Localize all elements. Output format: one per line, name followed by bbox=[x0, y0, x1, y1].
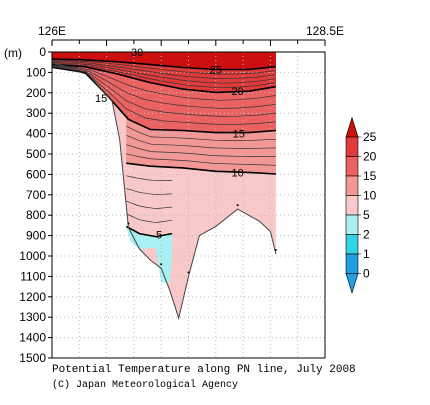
y-tick-label: 300 bbox=[26, 106, 46, 120]
isotherm-minor bbox=[52, 62, 276, 84]
colorbar-segment bbox=[345, 234, 359, 255]
y-tick-label: 100 bbox=[26, 65, 46, 79]
isotherm-minor bbox=[52, 64, 276, 101]
colorbar-label: 15 bbox=[363, 169, 377, 183]
station-dot bbox=[83, 65, 86, 68]
isotherm-minor bbox=[52, 65, 276, 109]
colorbar-extend-bottom bbox=[345, 273, 359, 295]
colorbar-segment bbox=[345, 214, 359, 235]
y-tick-label: 1200 bbox=[19, 290, 46, 304]
sea-floor bbox=[51, 62, 277, 321]
isotherm-20 bbox=[52, 63, 277, 94]
colorbar-label: 0 bbox=[363, 267, 370, 281]
isotherm-minor bbox=[52, 60, 276, 79]
y-tick-label: 700 bbox=[26, 188, 46, 202]
isotherm-10 bbox=[126, 162, 276, 175]
contour-label: 25 bbox=[210, 64, 222, 76]
station-dot bbox=[187, 271, 190, 274]
isotherm-minor bbox=[126, 135, 276, 149]
y-tick-label: 400 bbox=[26, 127, 46, 141]
isotherm-minor bbox=[52, 63, 276, 89]
contour-label: 20 bbox=[232, 86, 244, 98]
isotherm-minor bbox=[126, 153, 276, 166]
colorbar-segment bbox=[345, 175, 359, 196]
colorbar-label: 25 bbox=[363, 130, 377, 144]
temperature-field bbox=[52, 52, 276, 319]
isotherm-minor bbox=[126, 175, 173, 181]
chart-credit: (C) Japan Meteorological Agency bbox=[52, 379, 238, 391]
isotherm-minor bbox=[126, 125, 276, 141]
isotherm-minor bbox=[52, 65, 276, 117]
isotherm-minor bbox=[126, 200, 173, 209]
contour-label: 5 bbox=[156, 230, 162, 242]
y-axis-unit: (m) bbox=[4, 46, 22, 60]
colorbar-segment bbox=[345, 195, 359, 216]
isotherm-5 bbox=[125, 225, 173, 238]
y-tick-label: 600 bbox=[26, 167, 46, 181]
y-axis: 0 100 200 300 400 500 600 700 800 900 1000 1100 1200… bbox=[19, 45, 52, 365]
isotherm-minor bbox=[126, 144, 276, 157]
station-dot bbox=[236, 204, 239, 207]
y-tick-label: 800 bbox=[26, 208, 46, 222]
colorbar-segment bbox=[345, 136, 359, 157]
y-tick-label: 0 bbox=[39, 45, 46, 59]
band-above-25 bbox=[52, 52, 276, 70]
colorbar-extend-top bbox=[345, 116, 359, 138]
contour-label: 30 bbox=[131, 47, 143, 59]
station-dot bbox=[127, 222, 130, 225]
y-tick-label: 1300 bbox=[19, 310, 46, 324]
colorbar-label: 5 bbox=[363, 208, 370, 222]
isotherm-minor bbox=[126, 213, 173, 223]
station-dot bbox=[160, 263, 163, 266]
colorbar-label: 20 bbox=[363, 150, 377, 164]
isotherm-minor bbox=[52, 59, 276, 75]
x-tick-label-start: 126E bbox=[38, 24, 66, 38]
bottom-profile bbox=[51, 62, 277, 321]
contour-label: 15 bbox=[233, 129, 245, 141]
y-tick-label: 200 bbox=[26, 86, 46, 100]
band-2-5 bbox=[126, 226, 173, 283]
colorbar-segment bbox=[345, 253, 359, 274]
y-tick-label: 1500 bbox=[19, 351, 46, 365]
top-axis-ticks bbox=[51, 40, 326, 46]
contour-label: 15 bbox=[95, 93, 107, 105]
y-tick-label: 900 bbox=[26, 229, 46, 243]
colorbar-label: 1 bbox=[363, 247, 370, 261]
colorbar-label: 2 bbox=[363, 228, 370, 242]
isotherm-15 bbox=[52, 66, 276, 134]
chart-title: Potential Temperature along PN line, Jul… bbox=[52, 364, 356, 376]
plot-frame bbox=[51, 51, 326, 359]
contour-labels: 30 25 20 15 15 10 5 bbox=[95, 47, 245, 242]
colorbar-segment bbox=[345, 156, 359, 177]
colorbar-label: 10 bbox=[363, 189, 377, 203]
y-tick-label: 1400 bbox=[19, 331, 46, 345]
y-tick-label: 1000 bbox=[19, 249, 46, 263]
contour-label: 10 bbox=[232, 167, 244, 179]
isotherm-25 bbox=[52, 58, 276, 71]
isotherm-minor bbox=[126, 188, 173, 195]
isotherm-lines bbox=[52, 58, 277, 238]
y-tick-label: 1100 bbox=[20, 269, 46, 283]
grid bbox=[52, 52, 325, 358]
station-dot bbox=[274, 248, 277, 251]
y-tick-label: 500 bbox=[26, 147, 46, 161]
x-tick-label-end: 128.5E bbox=[306, 24, 344, 38]
